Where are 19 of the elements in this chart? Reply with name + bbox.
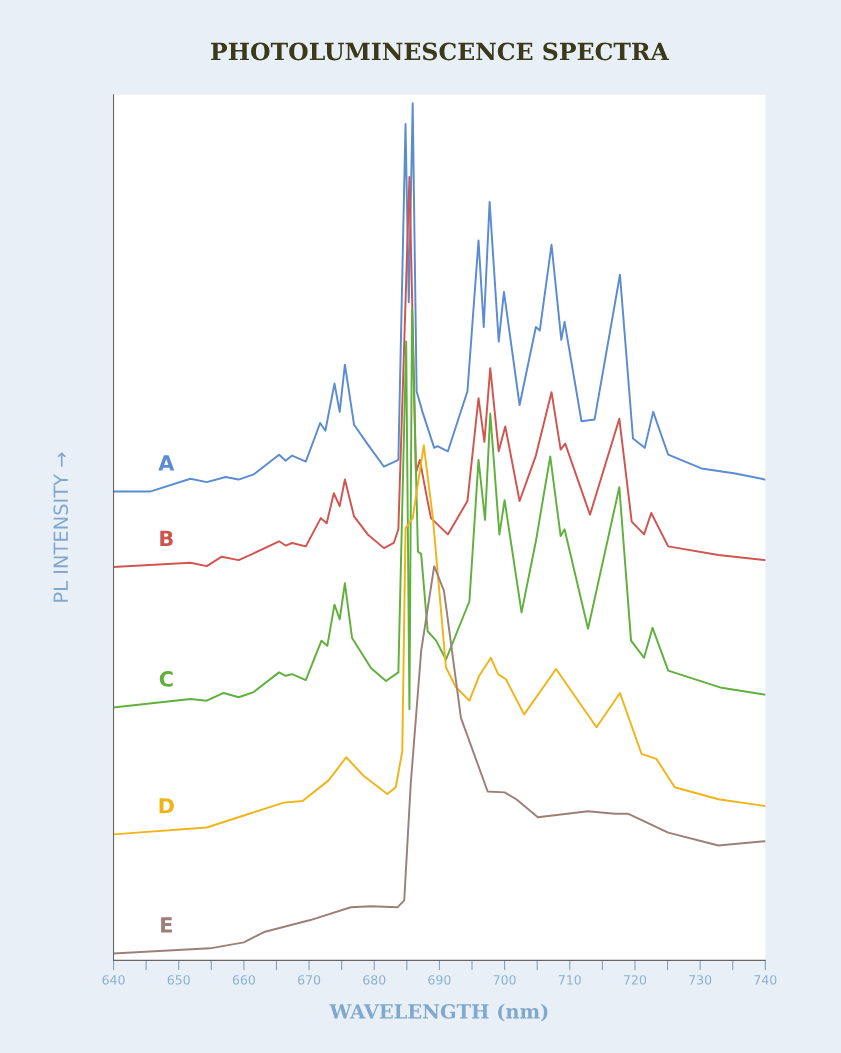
x-tick-label: 690 xyxy=(428,975,451,985)
x-tick-label: 710 xyxy=(558,975,581,985)
series-label: B xyxy=(160,530,173,546)
x-tick-label: 730 xyxy=(689,975,712,985)
x-tick-label: 720 xyxy=(624,975,647,985)
x-tick-label: 670 xyxy=(298,975,321,985)
series-label: A xyxy=(158,455,175,471)
x-axis-title: WAVELENGTH (nm) xyxy=(329,1003,548,1022)
y-axis-title: PL INTENSITY → xyxy=(53,452,69,602)
x-tick-label: 650 xyxy=(167,975,190,985)
x-tick-label: 680 xyxy=(363,975,386,985)
x-tick-label: 740 xyxy=(754,975,777,985)
series-label: E xyxy=(161,917,172,933)
series-label: D xyxy=(159,798,174,814)
series-label: C xyxy=(159,671,173,687)
chart-title: PHOTOLUMINESCENCE SPECTRA xyxy=(211,42,670,61)
x-tick-label: 660 xyxy=(232,975,255,985)
x-tick-label: 640 xyxy=(102,975,125,985)
x-tick-label: 700 xyxy=(493,975,516,985)
